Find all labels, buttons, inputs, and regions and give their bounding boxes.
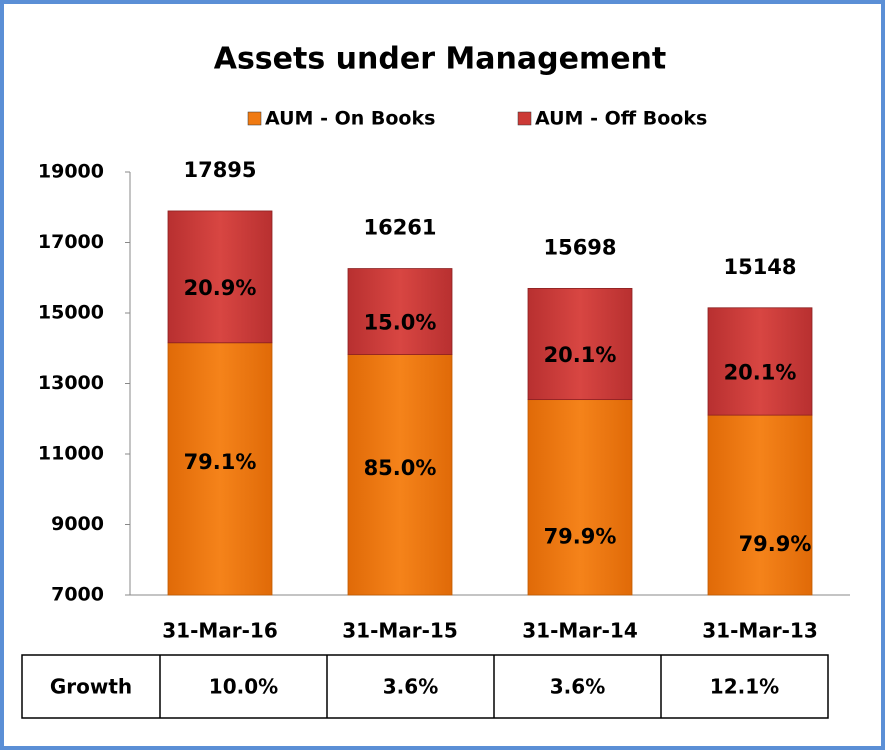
bar-segment bbox=[167, 342, 273, 596]
chart-title: Assets under Management bbox=[214, 42, 667, 77]
x-tick-label: 31-Mar-15 bbox=[342, 619, 458, 643]
table-cell: 10.0% bbox=[209, 675, 278, 699]
legend-swatch bbox=[247, 111, 262, 126]
bar-segment bbox=[707, 307, 813, 416]
y-tick-label: 9000 bbox=[51, 513, 104, 535]
legend-label: AUM - Off Books bbox=[535, 108, 707, 130]
bar-segment bbox=[527, 399, 633, 596]
segment-label: 79.9% bbox=[544, 524, 617, 548]
table-cell: 3.6% bbox=[383, 675, 438, 699]
total-label: 17895 bbox=[183, 158, 256, 182]
table-cell: 12.1% bbox=[710, 675, 779, 699]
total-label: 16261 bbox=[363, 216, 436, 240]
segment-label: 20.1% bbox=[724, 360, 797, 384]
segment-label: 85.0% bbox=[364, 456, 437, 480]
y-tick-label: 7000 bbox=[51, 584, 104, 606]
legend-swatch bbox=[517, 111, 532, 126]
x-tick-label: 31-Mar-13 bbox=[702, 619, 818, 643]
legend-label: AUM - On Books bbox=[265, 108, 435, 130]
bar-segment bbox=[167, 210, 273, 344]
y-tick-label: 17000 bbox=[38, 231, 104, 253]
table-border bbox=[21, 654, 829, 719]
total-label: 15148 bbox=[723, 255, 796, 279]
segment-label: 15.0% bbox=[364, 311, 437, 335]
segment-label: 20.9% bbox=[184, 276, 257, 300]
x-tick-label: 31-Mar-14 bbox=[522, 619, 638, 643]
segment-label: 79.1% bbox=[184, 450, 257, 474]
y-tick-label: 19000 bbox=[38, 161, 104, 183]
bar-segment bbox=[347, 354, 453, 596]
x-tick-label: 31-Mar-16 bbox=[162, 619, 278, 643]
y-tick-label: 11000 bbox=[38, 443, 104, 465]
y-tick-label: 15000 bbox=[38, 302, 104, 324]
segment-label: 79.9% bbox=[739, 532, 812, 556]
segment-label: 20.1% bbox=[544, 343, 617, 367]
table-label: Growth bbox=[50, 675, 132, 699]
total-label: 15698 bbox=[543, 235, 616, 259]
bar-segment bbox=[347, 268, 453, 355]
bar-segment bbox=[707, 414, 813, 596]
table-cell: 3.6% bbox=[550, 675, 605, 699]
y-tick-label: 13000 bbox=[38, 372, 104, 394]
bar-segment bbox=[527, 287, 633, 401]
